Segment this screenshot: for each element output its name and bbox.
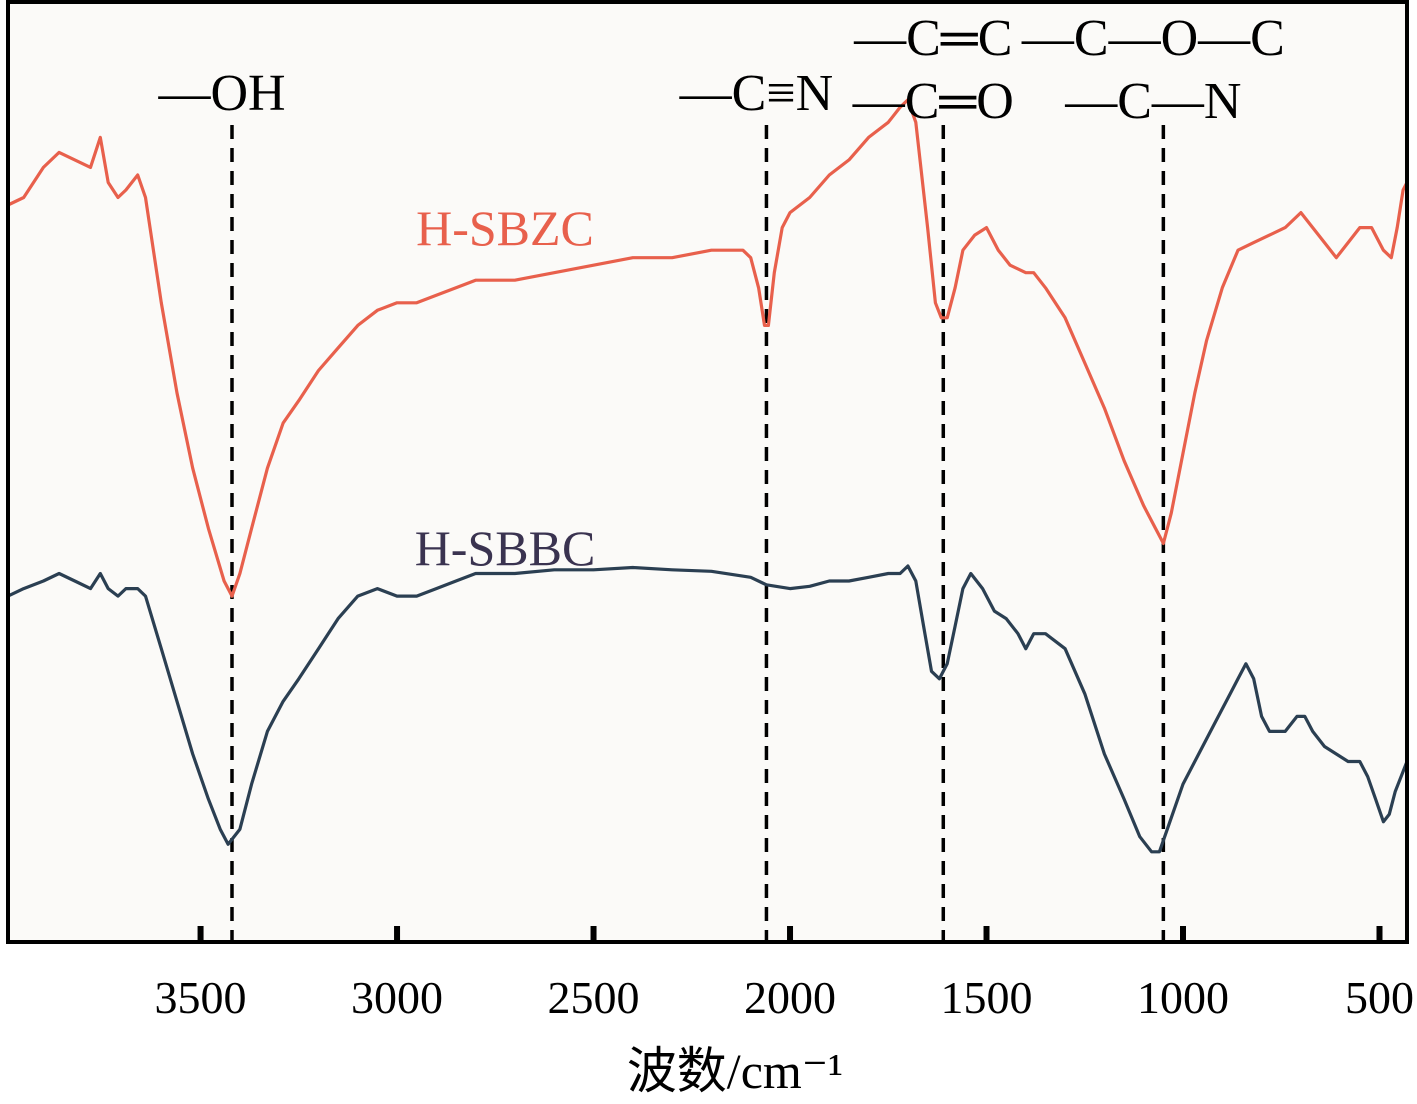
plot-frame xyxy=(6,0,1409,944)
group-label-2-0: —C═C xyxy=(853,10,1012,67)
series-line-h-sbbc xyxy=(6,564,1409,854)
group-label-2-1: —C═O xyxy=(852,73,1014,130)
x-tick-label-2500: 2500 xyxy=(548,972,640,1023)
group-label-0-0: —OH xyxy=(157,65,285,122)
series-label-h-sbbc: H-SBBC xyxy=(415,520,596,576)
group-label-1-0: —C≡N xyxy=(679,65,834,122)
group-label-3-0: —C—O—C xyxy=(1021,10,1285,67)
series-line-h-sbzc xyxy=(6,98,1409,598)
x-tick-label-2000: 2000 xyxy=(744,972,836,1023)
plot-area-background xyxy=(8,2,1407,942)
functional-group-guides xyxy=(230,125,1166,942)
x-tick-label-500: 500 xyxy=(1345,972,1414,1023)
spectra-lines xyxy=(6,98,1409,854)
series-labels: H-SBZC H-SBBC xyxy=(415,200,596,576)
series-label-h-sbzc: H-SBZC xyxy=(416,200,594,256)
x-tick-label-1500: 1500 xyxy=(941,972,1033,1023)
x-axis-ticks: 3500 3000 2500 2000 1500 1000 500 xyxy=(155,926,1414,1023)
x-tick-label-3500: 3500 xyxy=(155,972,247,1023)
x-tick-label-3000: 3000 xyxy=(351,972,443,1023)
x-tick-label-1000: 1000 xyxy=(1137,972,1229,1023)
x-axis-label: 波数/cm⁻¹ xyxy=(627,1043,843,1099)
functional-group-labels: —OH —C≡N —C═C —C═O—C—O—C —C—N xyxy=(157,10,1284,130)
group-label-3-1: —C—N xyxy=(1064,73,1241,130)
